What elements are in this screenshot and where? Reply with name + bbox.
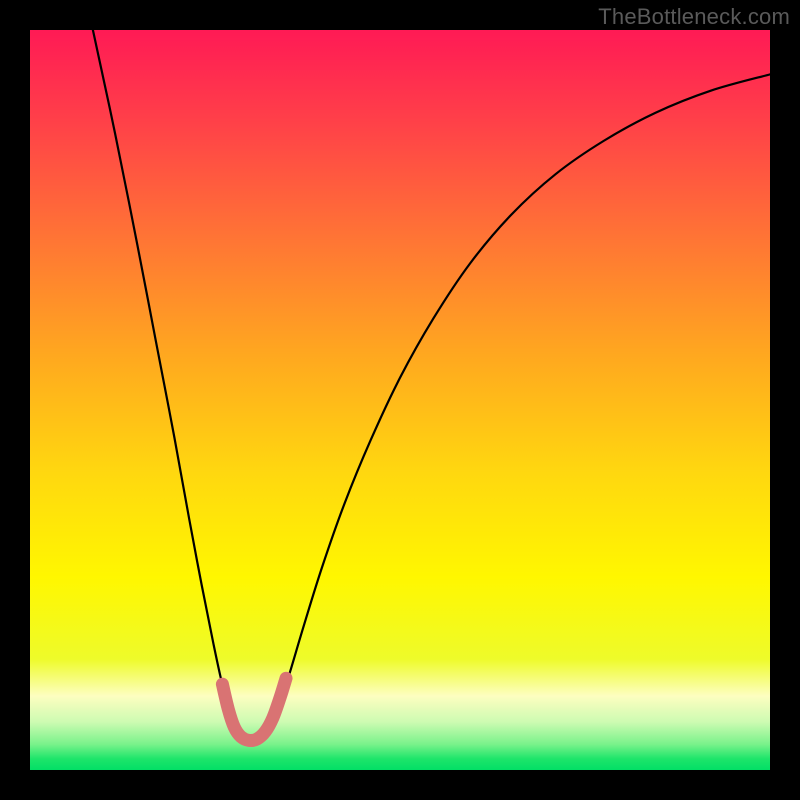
watermark-text: TheBottleneck.com	[598, 4, 790, 30]
gradient-background	[30, 30, 770, 770]
chart-container: TheBottleneck.com	[0, 0, 800, 800]
bottleneck-chart	[0, 0, 800, 800]
